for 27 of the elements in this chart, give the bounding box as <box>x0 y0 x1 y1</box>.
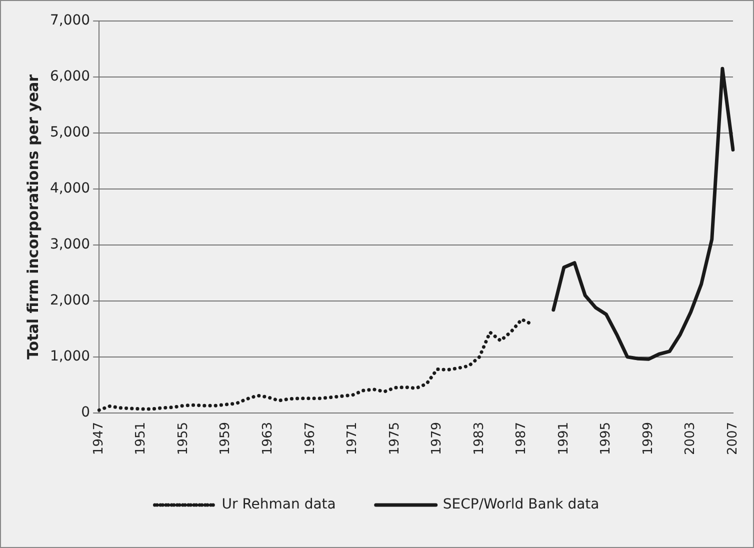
x-tick-label: 1967 <box>302 422 318 456</box>
y-tick-label: 5,000 <box>50 124 90 141</box>
legend-label: SECP/World Bank data <box>442 496 600 513</box>
legend-label: Ur Rehman data <box>222 496 336 513</box>
x-tick-label: 2003 <box>683 422 698 456</box>
x-tick-label: 1955 <box>176 422 191 456</box>
x-tick-label: 1987 <box>514 422 530 456</box>
y-tick-label: 4,000 <box>50 180 90 197</box>
x-tick-label: 1979 <box>430 422 445 456</box>
x-tick-label: 1959 <box>218 422 234 456</box>
y-tick-label: 7,000 <box>50 12 90 29</box>
x-tick-label: 1999 <box>640 422 656 456</box>
x-tick-label: 1963 <box>260 422 276 456</box>
y-tick-label: 1,000 <box>50 348 90 365</box>
x-tick-label: 1975 <box>387 422 402 456</box>
y-tick-label: 2,000 <box>50 292 90 309</box>
y-tick-label: 3,000 <box>50 236 90 253</box>
x-tick-label: 1947 <box>91 422 106 456</box>
x-tick-label: 1991 <box>556 422 572 456</box>
x-tick-label: 1995 <box>598 422 614 456</box>
x-tick-label: 1951 <box>134 422 149 456</box>
y-tick-label: 0 <box>81 404 90 421</box>
x-tick-label: 1983 <box>472 422 487 456</box>
x-tick-label: 2007 <box>725 422 740 456</box>
y-axis-title: Total firm incorporations per year <box>24 74 42 360</box>
x-tick-label: 1971 <box>345 422 360 456</box>
y-tick-label: 6,000 <box>50 68 90 85</box>
